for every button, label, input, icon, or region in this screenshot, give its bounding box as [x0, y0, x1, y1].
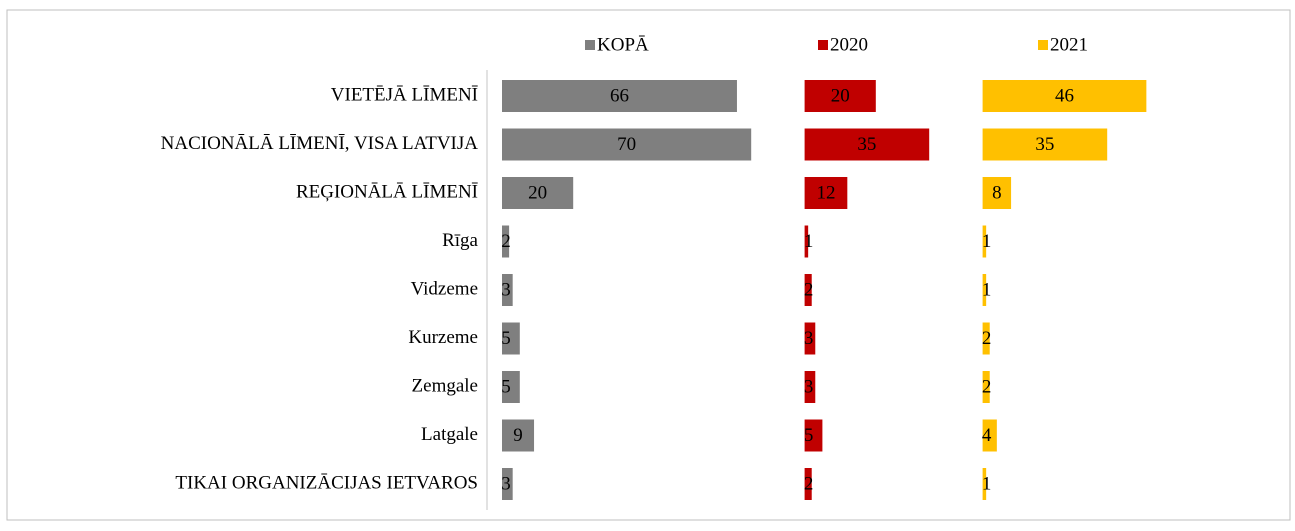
data-label: 9 [513, 425, 523, 446]
bar [982, 128, 1108, 161]
data-label: 8 [992, 182, 1002, 203]
legend-label: KOPĀ [597, 34, 649, 55]
category-label: Rīga [442, 230, 478, 251]
category-label: Zemgale [412, 375, 478, 396]
data-label: 3 [804, 376, 814, 397]
data-label: 1 [982, 231, 992, 252]
bar [982, 177, 1012, 209]
bar [804, 371, 816, 403]
legend-label: 2021 [1050, 34, 1088, 55]
category-label: Kurzeme [408, 327, 478, 348]
data-label: 35 [857, 134, 876, 155]
bar [502, 128, 752, 161]
data-label: 1 [804, 231, 814, 252]
data-label: 3 [501, 279, 511, 300]
bar [982, 371, 990, 403]
data-label: 70 [617, 134, 636, 155]
bar [502, 177, 574, 209]
bar [502, 274, 513, 306]
bar [982, 274, 987, 306]
data-label: 20 [528, 182, 547, 203]
bar [982, 322, 990, 355]
category-label: Vidzeme [411, 278, 478, 299]
legend-swatch [1038, 40, 1048, 50]
data-label: 2 [501, 231, 511, 252]
data-label: 3 [804, 328, 814, 349]
legend-label: 2020 [830, 34, 868, 55]
bar [502, 322, 520, 355]
data-label: 2 [982, 376, 992, 397]
data-label: 4 [982, 425, 992, 446]
data-label: 2 [804, 473, 814, 494]
bar [982, 468, 987, 500]
data-label: 20 [831, 85, 850, 106]
data-label: 2 [804, 279, 814, 300]
bar [804, 225, 809, 258]
data-label: 66 [610, 85, 629, 106]
legend-swatch [585, 40, 595, 50]
bar [804, 177, 848, 209]
bar [804, 419, 823, 452]
bar [502, 225, 510, 258]
category-label: TIKAI ORGANIZĀCIJAS IETVAROS [175, 472, 478, 493]
category-label: REĢIONĀLĀ LĪMENĪ [296, 181, 479, 202]
data-label: 1 [982, 279, 992, 300]
bar [804, 80, 876, 112]
category-label: NACIONĀLĀ LĪMENĪ, VISA LATVIJA [161, 133, 479, 154]
legend-swatch [818, 40, 828, 50]
bar [804, 468, 812, 500]
category-label: Latgale [421, 424, 478, 445]
data-label: 46 [1055, 85, 1074, 106]
bar [804, 128, 930, 161]
bar [982, 80, 1147, 112]
bar [502, 80, 737, 112]
data-label: 1 [982, 473, 992, 494]
category-label: VIETĒJĀ LĪMENĪ [331, 84, 479, 105]
bar [982, 419, 997, 452]
data-label: 5 [804, 425, 814, 446]
data-label: 5 [501, 376, 511, 397]
data-label: 12 [816, 182, 835, 203]
bar [502, 468, 513, 500]
bar [502, 419, 535, 452]
data-label: 35 [1035, 134, 1054, 155]
data-label: 2 [982, 328, 992, 349]
data-label: 5 [501, 328, 511, 349]
bar [804, 322, 816, 355]
data-label: 3 [501, 473, 511, 494]
bar [804, 274, 812, 306]
bar [982, 225, 987, 258]
bar [502, 371, 520, 403]
